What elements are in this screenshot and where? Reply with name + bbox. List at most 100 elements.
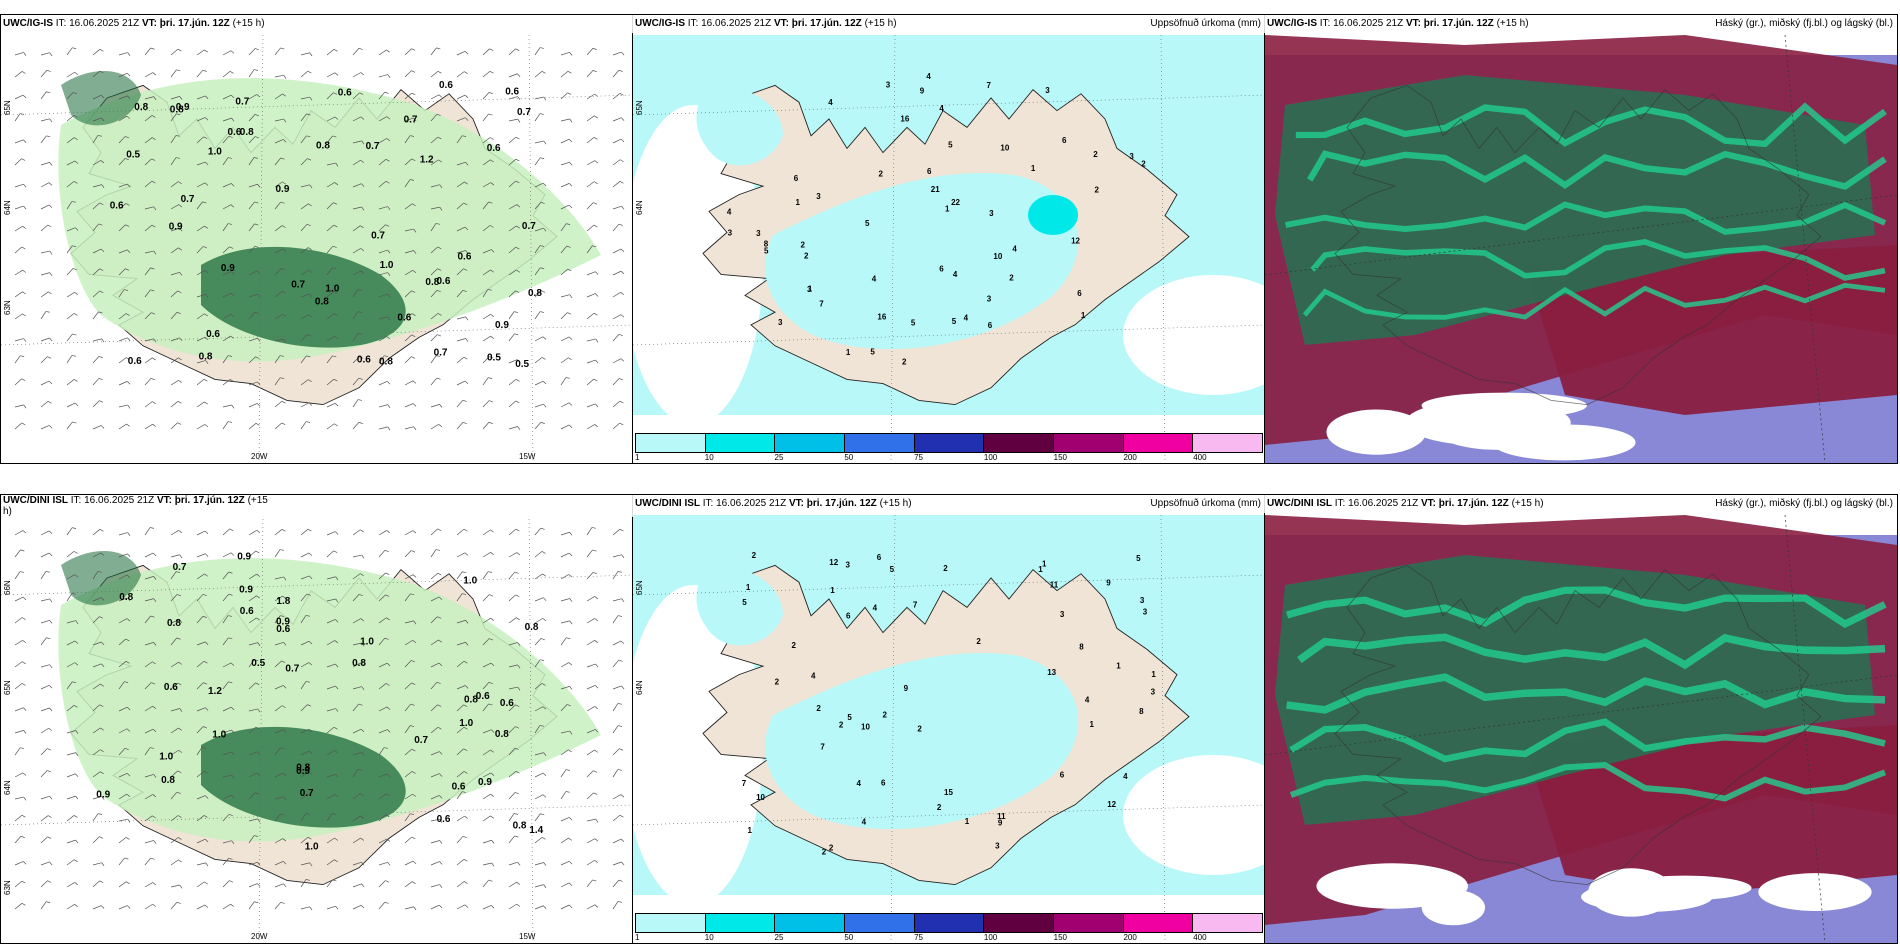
- value-label: 6: [1077, 289, 1082, 298]
- value-label: 4: [857, 779, 862, 788]
- wind-barb: [482, 289, 492, 298]
- wind-barb: [248, 835, 259, 844]
- wind-barb: [196, 881, 208, 888]
- wind-barb: [482, 594, 494, 602]
- wind-barb: [482, 839, 495, 844]
- wind-barb: [40, 224, 52, 232]
- wind-barb: [586, 549, 597, 558]
- wind-shade: [58, 78, 602, 362]
- wind-barb: [222, 528, 234, 536]
- wind-barb: [378, 404, 391, 409]
- wind-barb: [196, 660, 208, 668]
- wind-barb: [456, 641, 469, 646]
- wind-barb: [560, 92, 572, 100]
- wind-barb: [144, 158, 156, 166]
- value-label: 4: [872, 274, 877, 283]
- wind-barb: [560, 662, 573, 668]
- wind-barb: [326, 550, 338, 558]
- cloud-front: [1302, 282, 1886, 320]
- wind-barb: [560, 730, 573, 735]
- wind-barb: [144, 377, 155, 386]
- wind-barb: [430, 334, 442, 342]
- dry-area: [633, 105, 763, 425]
- wind-barb: [196, 815, 208, 822]
- wind-barb: [326, 162, 339, 167]
- value-label: 1: [808, 284, 813, 293]
- value-label: 4: [1123, 772, 1128, 781]
- value-label: 0.6: [437, 276, 451, 287]
- wind-barb: [482, 815, 494, 822]
- wind-barb: [586, 224, 598, 232]
- value-label: 3: [778, 318, 783, 327]
- wind-barb: [534, 403, 547, 408]
- panel-header: UWC/IG-IS IT: 16.06.2025 21Z VT: þri. 17…: [1, 15, 633, 33]
- wind-barb: [612, 571, 622, 580]
- value-label: 0.8: [525, 622, 539, 633]
- wind-barb: [534, 290, 546, 298]
- wind-barb: [378, 426, 391, 431]
- wind-barb: [40, 901, 51, 910]
- colorbar-swatch: [1123, 914, 1194, 932]
- wind-barb: [482, 159, 494, 166]
- wind-barb: [170, 311, 181, 320]
- wind-dark: [61, 551, 141, 606]
- wind-barb: [300, 793, 312, 800]
- colorbar-tick: 25: [774, 453, 784, 462]
- wind-barb: [326, 598, 339, 603]
- wind-barb: [586, 618, 599, 624]
- wind-barb: [170, 837, 182, 844]
- panel-header: UWC/IG-IS IT: 16.06.2025 21Z VT: þri. 17…: [633, 15, 1265, 33]
- wind-barb: [118, 95, 131, 100]
- value-label: 6: [1060, 770, 1065, 779]
- wind-barb: [14, 52, 27, 56]
- wind-barb: [40, 182, 53, 188]
- wind-barb: [66, 137, 78, 144]
- wind-barb: [456, 815, 469, 822]
- value-label: 0.6: [500, 698, 514, 709]
- wind-barb: [560, 620, 573, 625]
- grid-line: [1160, 514, 1166, 943]
- wind-barb: [300, 269, 313, 276]
- wind-barb: [534, 752, 547, 757]
- wind-barb: [430, 268, 442, 276]
- wind-barb: [248, 861, 261, 866]
- wind-barb: [378, 180, 390, 188]
- wind-barb: [118, 618, 131, 624]
- wind-barb: [612, 69, 623, 78]
- wind-barb: [300, 70, 312, 78]
- wind-barb: [170, 594, 181, 602]
- wind-barb: [430, 840, 443, 844]
- wind-barb: [248, 818, 261, 823]
- wind-barb: [222, 246, 234, 254]
- panel-header: UWC/DINI ISL IT: 16.06.2025 21Z VT: þri.…: [633, 495, 1265, 513]
- wind-barb: [378, 336, 391, 342]
- wind-barb: [196, 201, 207, 210]
- wind-barb: [92, 377, 103, 386]
- wind-barb: [300, 203, 312, 210]
- wind-barb: [274, 772, 287, 778]
- wind-barb: [378, 838, 391, 844]
- wind-barb: [612, 422, 624, 430]
- panel-header: UWC/DINI ISL IT: 16.06.2025 21Z VT: þri.…: [1265, 495, 1897, 513]
- wind-barb: [170, 727, 182, 734]
- wind-barb: [404, 158, 416, 166]
- wind-barb: [196, 862, 209, 867]
- wind-barb: [482, 772, 495, 778]
- wind-barb: [378, 861, 391, 866]
- grid-line: [633, 94, 1265, 116]
- wind-barb: [326, 267, 337, 276]
- wind-barb: [274, 747, 285, 756]
- wind-barb: [586, 639, 599, 646]
- wind-barb: [222, 223, 233, 232]
- wind-barb: [456, 835, 467, 844]
- wind-barb: [326, 531, 339, 536]
- wind-barb: [300, 681, 310, 690]
- wind-barb: [560, 637, 571, 646]
- wind-barb: [14, 707, 27, 712]
- wind-barb: [66, 333, 77, 342]
- wind-barb: [248, 381, 261, 386]
- wind-barb: [118, 553, 131, 558]
- wind-barb: [222, 857, 233, 866]
- value-label: 15: [944, 788, 953, 797]
- wind-barb: [352, 289, 363, 298]
